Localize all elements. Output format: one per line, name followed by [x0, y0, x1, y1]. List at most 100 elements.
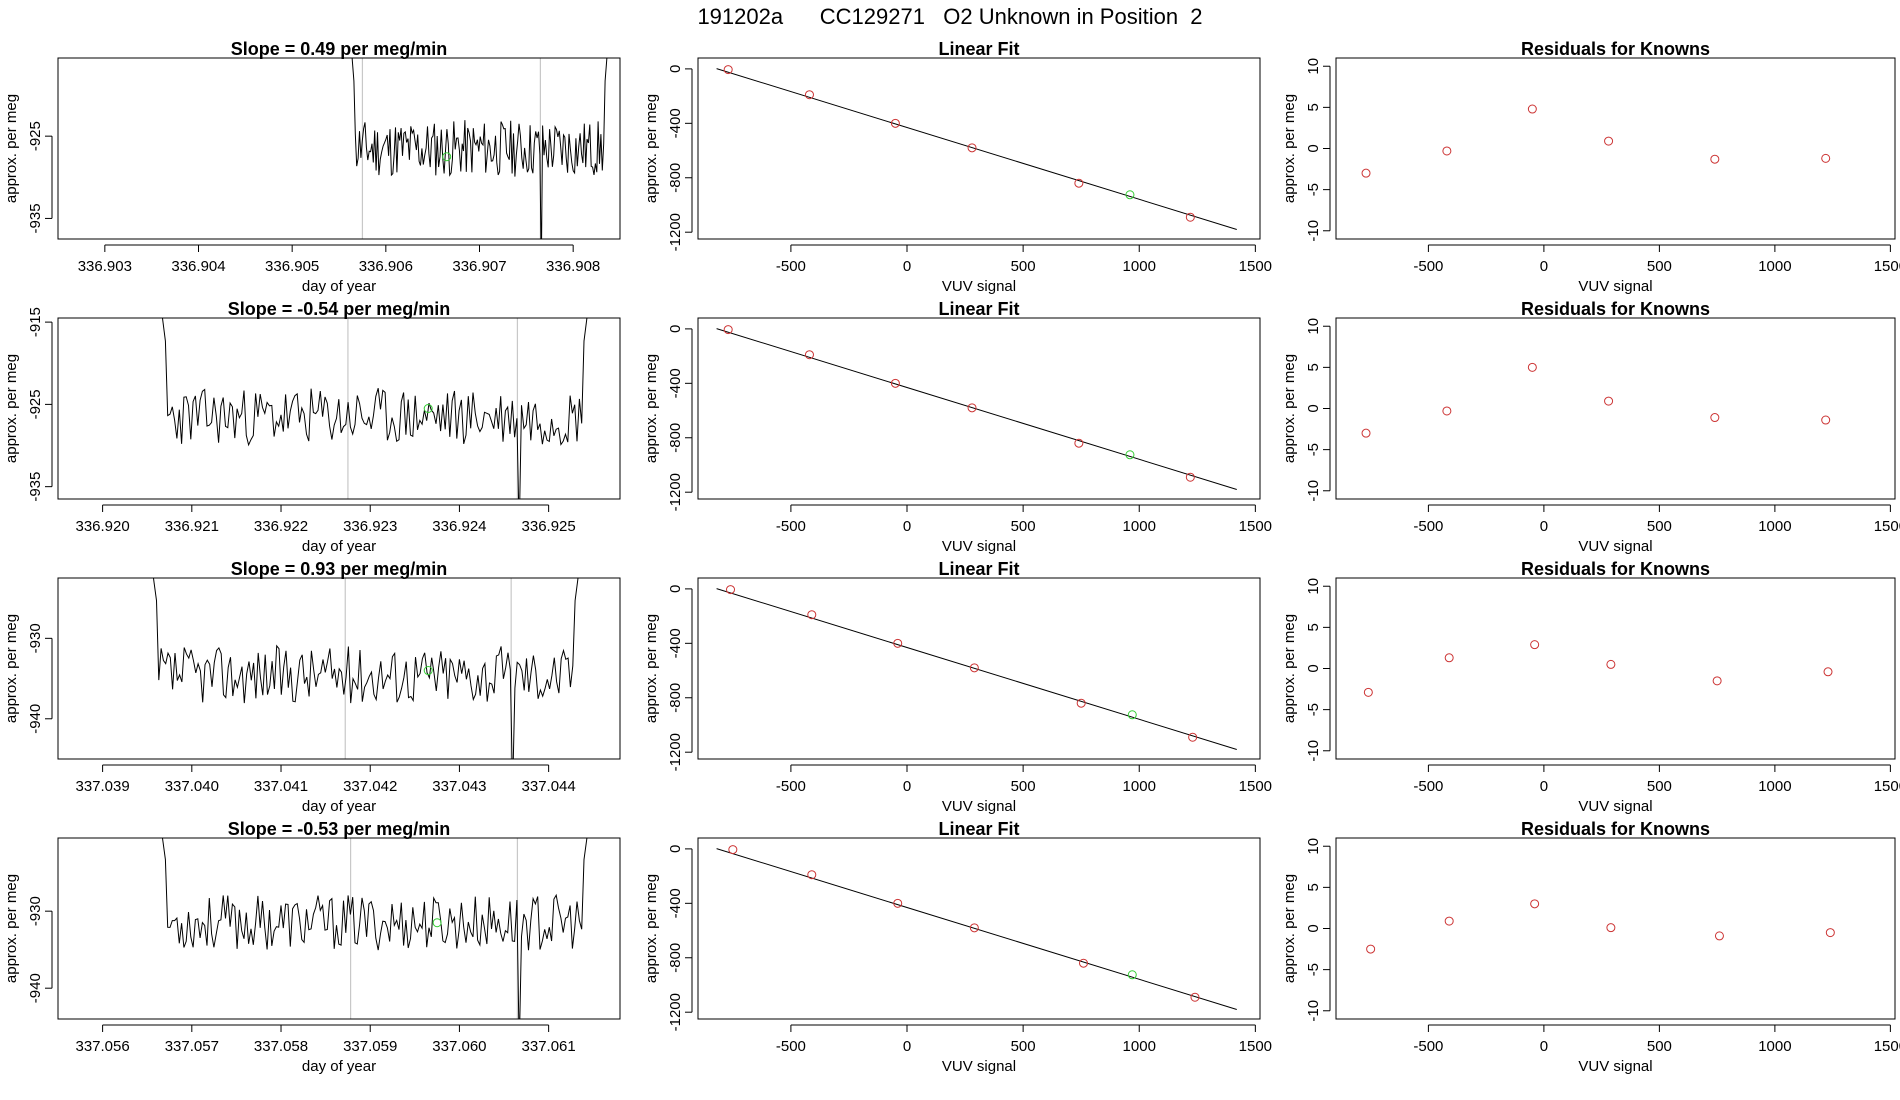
residual-point	[1823, 667, 1833, 677]
known-point	[1185, 212, 1195, 222]
x-tick-label: 337.056	[75, 1038, 129, 1055]
y-tick-label: 10	[1305, 318, 1322, 335]
known-point	[1188, 732, 1198, 742]
panel-fit-1: Linear Fit VUV signal approx. per meg -500 0…	[643, 39, 1272, 295]
x-tick-label: 0	[903, 518, 911, 535]
plot-area	[161, 318, 588, 499]
x-tick-label: 336.908	[546, 258, 600, 275]
x-tick-label: 500	[1011, 778, 1036, 795]
y-tick-label: -5	[1305, 963, 1322, 976]
y-tick-label: -935	[27, 472, 44, 502]
x-tick-label: 336.903	[78, 258, 132, 275]
x-tick-label: 1000	[1758, 258, 1791, 275]
plot-frame	[697, 317, 1261, 500]
residual-point	[1527, 362, 1537, 372]
x-tick-label: 336.923	[343, 518, 397, 535]
x-tick-label: 1500	[1874, 518, 1900, 535]
plot-frame	[57, 837, 621, 1020]
y-tick-label: -10	[1305, 1000, 1322, 1022]
y-tick-label: 5	[1305, 883, 1322, 891]
x-tick-label: 500	[1011, 258, 1036, 275]
plot-title: Residuals for Knowns	[1521, 819, 1710, 839]
y-axis-label: approx. per meg	[1281, 614, 1298, 723]
x-tick-label: 500	[1647, 258, 1672, 275]
x-axis-label: VUV signal	[1578, 538, 1652, 555]
y-axis-label: approx. per meg	[1281, 94, 1298, 203]
x-tick-label: -500	[1413, 1038, 1443, 1055]
plot-frame	[1335, 837, 1896, 1020]
plot-frame	[697, 577, 1261, 760]
x-tick-label: 1500	[1874, 778, 1900, 795]
panel-fit-2: Linear Fit VUV signal approx. per meg -500 0…	[643, 299, 1272, 555]
unknown-point	[432, 918, 442, 928]
residual-point	[1361, 168, 1371, 178]
residual-point	[1444, 916, 1454, 926]
plot-area	[351, 58, 608, 239]
x-tick-label: 337.061	[522, 1038, 576, 1055]
y-axis-label: approx. per meg	[1281, 874, 1298, 983]
known-point	[893, 638, 903, 648]
known-point	[1074, 178, 1084, 188]
plot-area	[152, 578, 579, 759]
plot-title: Residuals for Knowns	[1521, 299, 1710, 319]
panel-residuals-3: Residuals for Knowns VUV signal approx. pe…	[1281, 559, 1900, 815]
plot-area	[1361, 104, 1831, 178]
x-axis-label: day of year	[302, 538, 376, 555]
x-tick-label: 337.040	[165, 778, 219, 795]
residual-point	[1442, 146, 1452, 156]
x-tick-label: 337.044	[522, 778, 576, 795]
y-tick-label: -800	[667, 943, 684, 973]
unknown-point	[1127, 970, 1137, 980]
plot-area	[716, 325, 1237, 490]
y-tick-label: 0	[1305, 664, 1322, 672]
x-tick-label: 337.042	[343, 778, 397, 795]
known-point	[969, 923, 979, 933]
x-tick-label: 500	[1011, 518, 1036, 535]
plot-title: Linear Fit	[938, 299, 1019, 319]
x-tick-label: -500	[776, 778, 806, 795]
plot-area	[716, 65, 1237, 230]
plot-frame	[697, 57, 1261, 240]
plot-title: Slope = 0.93 per meg/min	[231, 559, 448, 579]
plot-title: Residuals for Knowns	[1521, 39, 1710, 59]
y-tick-label: -400	[667, 888, 684, 918]
residual-point	[1442, 406, 1452, 416]
y-tick-label: -800	[667, 683, 684, 713]
known-point	[890, 378, 900, 388]
known-point	[723, 325, 733, 335]
x-axis-label: VUV signal	[1578, 278, 1652, 295]
x-tick-label: -500	[776, 258, 806, 275]
plot-frame	[57, 57, 621, 240]
x-tick-label: 1500	[1239, 518, 1272, 535]
plot-frame	[57, 317, 621, 500]
y-tick-label: 0	[667, 585, 684, 593]
unknown-point	[423, 666, 433, 676]
unknown-point	[1127, 710, 1137, 720]
figure-title: 191202a CC129271 O2 Unknown in Position …	[697, 4, 1202, 29]
known-point	[967, 403, 977, 413]
residual-point	[1606, 659, 1616, 669]
x-tick-label: -500	[1413, 518, 1443, 535]
y-tick-label: -1200	[667, 213, 684, 251]
plot-area	[716, 845, 1237, 1010]
residual-point	[1821, 415, 1831, 425]
known-point	[1074, 438, 1084, 448]
known-point	[1190, 992, 1200, 1002]
plot-title: Slope = -0.54 per meg/min	[228, 299, 451, 319]
y-axis-label: approx. per meg	[3, 874, 20, 983]
plot-area	[1363, 640, 1833, 697]
x-tick-label: 337.057	[165, 1038, 219, 1055]
panels: Slope = 0.49 per meg/min day of year appro…	[3, 39, 1900, 1075]
y-axis-label: approx. per meg	[643, 614, 660, 723]
known-point	[807, 610, 817, 620]
x-tick-label: 0	[903, 258, 911, 275]
y-tick-label: 10	[1305, 58, 1322, 75]
x-axis-label: day of year	[302, 798, 376, 815]
y-tick-label: -5	[1305, 703, 1322, 716]
plot-frame	[57, 577, 621, 760]
y-tick-label: 0	[667, 845, 684, 853]
time-series-line	[152, 578, 579, 759]
panel-timeseries-4: Slope = -0.53 per meg/min day of year appr…	[3, 819, 621, 1075]
y-axis-label: approx. per meg	[643, 94, 660, 203]
y-tick-label: 0	[1305, 144, 1322, 152]
